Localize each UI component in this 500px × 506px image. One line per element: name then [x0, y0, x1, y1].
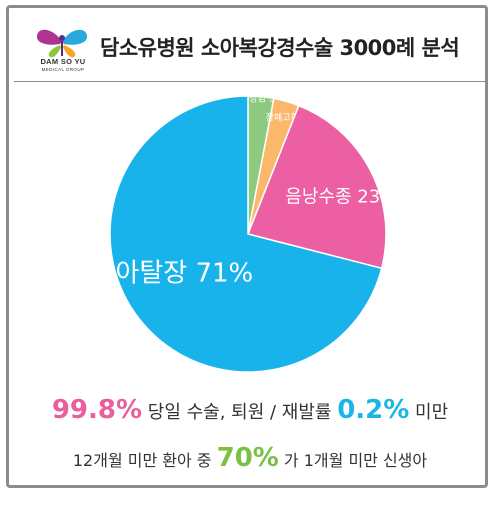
pie-slice [246, 104, 387, 270]
stats-line-1-text-1: 당일 수술, 퇴원 / 재발률 [142, 402, 338, 423]
stats-line-2-text-1: 12개월 미만 환아 중 [72, 451, 217, 470]
same-day-rate: 99.8% [51, 395, 143, 425]
pie-slice-label: 소아탈장 71% [92, 258, 254, 288]
header: DAM SO YU MEDICAL GROUP 담소유병원 소아복강경수술 30… [0, 0, 500, 79]
stats-line-1: 99.8% 당일 수술, 퇴원 / 재발률 0.2% 미만 [0, 395, 500, 425]
logo-name: DAM SO YU [40, 57, 86, 66]
logo-text: DAM SO YU MEDICAL GROUP [29, 57, 97, 72]
logo-subtitle: MEDICAL GROUP [41, 67, 85, 72]
stats-line-2: 12개월 미만 환아 중 70% 가 1개월 미만 신생아 [0, 443, 500, 473]
pie-slice-label: 음낭수종 23% [285, 187, 397, 208]
recurrence-rate: 0.2% [337, 395, 410, 425]
logo-icon [36, 29, 88, 58]
page-title: 담소유병원 소아복강경수술 3000례 분석 [100, 36, 460, 60]
newborn-rate: 70% [216, 443, 279, 473]
stats-line-1-text-2: 미만 [409, 402, 449, 423]
pie-slice-label: 맹장염 3% [241, 93, 283, 104]
header-divider [14, 81, 486, 82]
pie-slice [109, 95, 383, 373]
stats-line-2-text-2: 가 1개월 미만 신생아 [278, 451, 428, 470]
